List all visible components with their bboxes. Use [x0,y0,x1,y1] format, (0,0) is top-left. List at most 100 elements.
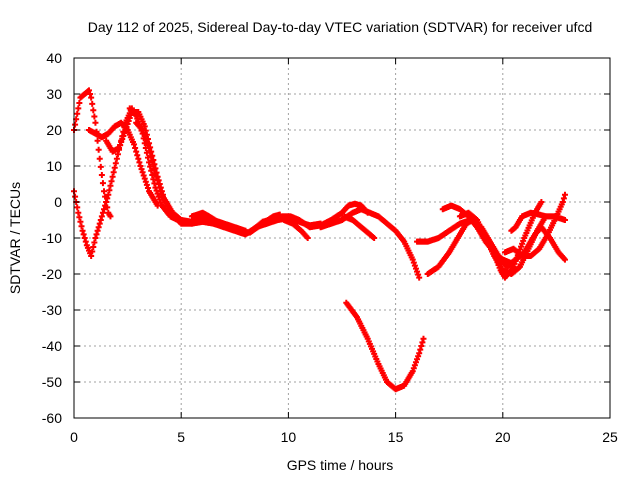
data-point [72,121,79,128]
data-point [101,188,108,195]
data-point [141,123,148,130]
data-point [78,223,85,230]
data-point [150,161,157,168]
data-point [81,235,88,241]
data-point [90,244,97,250]
data-point [93,231,100,238]
data-point [106,187,113,194]
data-point [132,145,139,151]
data-point [304,235,311,241]
data-point [113,155,120,162]
series-arc-18 [508,209,568,234]
data-point [538,199,545,205]
data-point [98,172,105,178]
data-point [96,220,103,227]
data-point [146,145,153,151]
data-point [108,178,115,185]
data-point [89,100,96,107]
data-point [561,256,568,263]
data-point [105,191,112,198]
y-tick-label: -50 [42,374,62,390]
data-point [95,224,102,231]
data-point [559,199,566,205]
data-point [99,209,106,216]
x-tick-label: 0 [70,429,78,445]
data-point [95,146,102,153]
data-point [417,346,424,353]
data-point [79,227,86,234]
y-tick-label: 10 [46,158,62,174]
data-point [416,350,423,357]
data-point [75,209,82,216]
series-arc-17 [501,191,568,259]
y-axis-label: SDTVAR / TECUs [7,182,23,294]
data-point [154,177,161,184]
data-point [80,231,87,238]
data-point [91,239,98,246]
data-point [99,180,106,187]
data-point [74,110,81,117]
data-point [149,172,156,178]
data-point [92,119,99,126]
y-tick-label: -40 [42,338,62,354]
data-point [90,107,97,114]
data-point [134,152,141,159]
x-tick-label: 5 [177,429,185,445]
x-tick-label: 15 [388,429,404,445]
y-tick-label: 40 [46,50,62,66]
x-tick-label: 20 [495,429,511,445]
data-point [75,105,82,112]
chart-title: Day 112 of 2025, Sidereal Day-to-day VTE… [88,19,592,35]
data-point [419,339,426,346]
data-point [153,173,160,180]
data-point [87,91,94,97]
data-point [74,204,81,211]
data-point [98,213,105,220]
data-point [150,176,157,183]
data-point [110,169,117,176]
data-point [138,166,145,173]
data-point [103,199,110,205]
data-point [157,188,164,195]
x-tick-label: 25 [602,429,618,445]
data-point [142,178,149,185]
data-point [148,167,155,174]
data-point [156,184,163,191]
data-point [420,335,427,342]
data-point [140,172,147,179]
data-point [97,163,104,170]
data-point [131,141,138,148]
data-point [139,169,146,176]
data-point [143,181,150,188]
data-point [148,153,155,160]
data-point [560,195,567,202]
data-point [147,163,154,170]
data-point [96,155,103,162]
data-point [144,185,151,192]
grid [74,58,610,418]
data-point [561,191,568,198]
series-arc-12 [343,299,427,393]
data-point [88,253,95,259]
series-arc-03 [86,119,161,209]
data-point [147,149,154,156]
data-point [144,154,151,161]
series-arc-02 [71,87,114,220]
data-point [416,274,423,281]
data-point [77,218,84,225]
ticks: 0 5 10 15 20 25 -60 -50 -40 -30 -20 -10 0 10 20 30 40 [42,50,618,445]
data-point [114,151,121,158]
data-point [149,157,156,164]
data-point [76,214,83,221]
x-axis-label: GPS time / hours [287,457,394,473]
data-point [111,164,118,171]
data-point [135,155,142,162]
data-point [82,238,89,245]
data-point [112,160,119,167]
data-point [151,166,158,172]
data-point [72,193,79,200]
data-point [109,173,116,180]
data-point [102,193,109,200]
data-point [146,159,153,166]
data-point [92,235,99,241]
